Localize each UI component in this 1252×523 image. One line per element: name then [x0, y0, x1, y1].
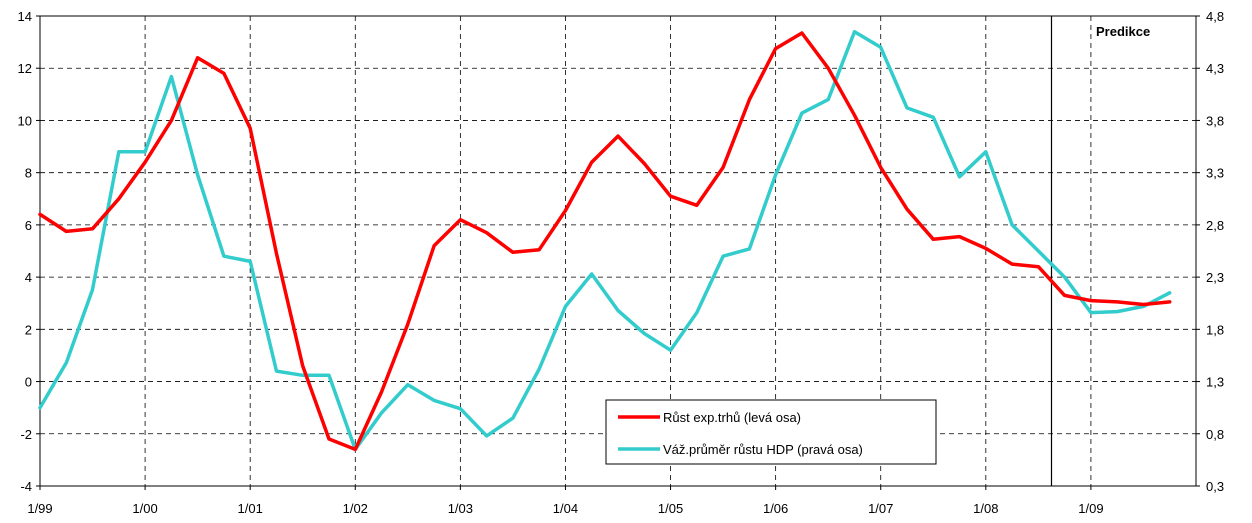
series-line-gdp: [38, 29, 1172, 452]
left-tick-label: 12: [18, 61, 32, 76]
left-tick-label: 2: [25, 322, 32, 337]
x-tick-label: 1/03: [448, 501, 473, 516]
right-tick-label: 0,8: [1206, 427, 1224, 442]
legend-box: [605, 399, 937, 465]
right-tick-label: 1,8: [1206, 322, 1224, 337]
axes: -4 0,3 -2 0,8 0 1,3 2 1,8 4 2,3 6 2,8 8 3,3 10 3,8 12 4,3…: [18, 9, 1225, 516]
series-lines: [38, 29, 1172, 452]
x-tick-label: 1/02: [343, 501, 368, 516]
x-tick-label: 1/01: [238, 501, 263, 516]
right-tick-label: 0,3: [1206, 479, 1224, 494]
series-line-exports: [38, 31, 1172, 452]
left-tick-label: 8: [25, 166, 32, 181]
prediction-label: Predikce: [1096, 24, 1150, 39]
left-tick-label: -4: [20, 479, 32, 494]
x-tick-label: 1/00: [132, 501, 157, 516]
right-tick-label: 2,8: [1206, 218, 1224, 233]
left-tick-label: -2: [20, 427, 32, 442]
x-tick-label: 1/05: [658, 501, 683, 516]
plot-frame: [39, 15, 1197, 487]
plot-area-border: [39, 15, 1197, 487]
right-tick-label: 2,3: [1206, 270, 1224, 285]
legend: Růst exp.trhů (levá osa) Váž.průměr růst…: [605, 399, 937, 465]
x-tick-label: 1/08: [973, 501, 998, 516]
right-tick-label: 4,8: [1206, 9, 1224, 24]
right-tick-label: 3,8: [1206, 113, 1224, 128]
x-tick-label: 1/09: [1078, 501, 1103, 516]
left-tick-label: 0: [25, 375, 32, 390]
left-tick-label: 4: [25, 270, 32, 285]
legend-label-exports: Růst exp.trhů (levá osa): [663, 410, 801, 425]
x-tick-label: 1/07: [868, 501, 893, 516]
right-tick-label: 3,3: [1206, 166, 1224, 181]
x-tick-label: 1/99: [27, 501, 52, 516]
legend-label-gdp: Váž.průměr růstu HDP (pravá osa): [663, 442, 863, 457]
x-tick-label: 1/06: [763, 501, 788, 516]
left-tick-label: 10: [18, 113, 32, 128]
left-tick-label: 14: [18, 9, 32, 24]
x-tick-label: 1/04: [553, 501, 578, 516]
right-tick-label: 4,3: [1206, 61, 1224, 76]
left-tick-label: 6: [25, 218, 32, 233]
right-tick-label: 1,3: [1206, 375, 1224, 390]
